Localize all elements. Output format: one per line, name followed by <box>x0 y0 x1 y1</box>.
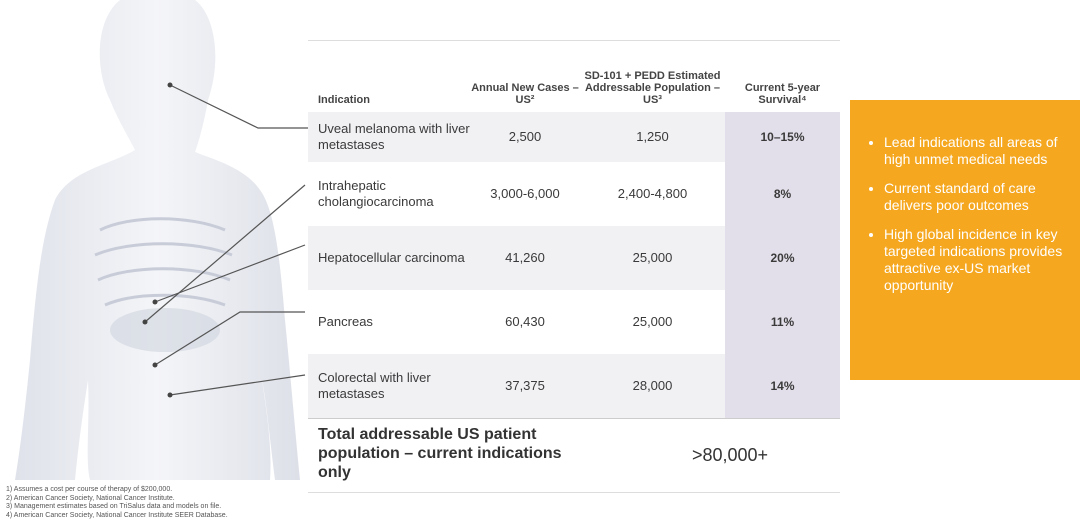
total-rule <box>308 418 840 419</box>
column-header: Current 5-year Survival⁴ <box>744 82 821 106</box>
value: 28,000 <box>632 378 673 393</box>
footnotes: 1) Assumes a cost per course of therapy … <box>6 486 306 520</box>
value: 1,250 <box>636 129 669 144</box>
indication: Intrahepatic cholangiocarcinoma <box>318 178 434 209</box>
value: 2,500 <box>508 129 542 144</box>
indication: Uveal melanoma with liver metastases <box>318 121 470 152</box>
footnote: 4) American Cancer Society, National Can… <box>6 511 228 519</box>
survival: 11% <box>770 315 795 329</box>
indication: Hepatocellular carcinoma <box>318 250 465 265</box>
survival: 8% <box>773 187 792 201</box>
survival: 14% <box>770 379 795 393</box>
footnote: 2) American Cancer Society, National Can… <box>6 494 175 502</box>
value: 25,000 <box>632 314 673 329</box>
callout: Lead indications all areas of high unmet… <box>850 100 1080 380</box>
table-bottom-rule <box>308 492 840 493</box>
row-bg <box>308 112 725 162</box>
value: 3,000-6,000 <box>490 186 560 201</box>
value: 37,375 <box>505 378 545 393</box>
table-top-rule <box>308 40 840 41</box>
bullet: Lead indications all areas of high unmet… <box>884 134 1066 168</box>
value: 2,400-4,800 <box>617 186 688 201</box>
column-header: Annual New Cases – US² <box>471 82 579 106</box>
ribcage <box>94 217 233 307</box>
body-illustration <box>15 0 308 480</box>
indication: Pancreas <box>318 314 373 329</box>
total-label: Total addressable US patient population … <box>318 426 562 481</box>
footnote: 3) Management estimates based on TriSalu… <box>6 503 222 510</box>
indication: Colorectal with liver metastases <box>318 370 431 401</box>
column-header: Indication <box>318 94 370 106</box>
survival: 20% <box>770 251 795 265</box>
value: 25,000 <box>632 250 673 265</box>
total-value: >80,000+ <box>691 445 769 465</box>
footnote: 1) Assumes a cost per course of therapy … <box>6 486 173 493</box>
survival-column-bg <box>725 112 840 418</box>
bullet: Current standard of care delivers poor o… <box>884 180 1066 214</box>
bullet: High global incidence in key targeted in… <box>884 226 1066 294</box>
survival: 10–15% <box>760 130 805 144</box>
value: 60,430 <box>505 314 545 329</box>
column-header: SD-101 + PEDD Estimated Addressable Popu… <box>584 70 721 106</box>
organ <box>110 308 220 352</box>
value: 41,260 <box>505 250 545 265</box>
row-bg <box>308 226 725 290</box>
connector-dots <box>142 82 173 398</box>
row-bg <box>308 354 725 418</box>
body-silhouette <box>15 0 300 480</box>
connectors <box>144 84 308 396</box>
